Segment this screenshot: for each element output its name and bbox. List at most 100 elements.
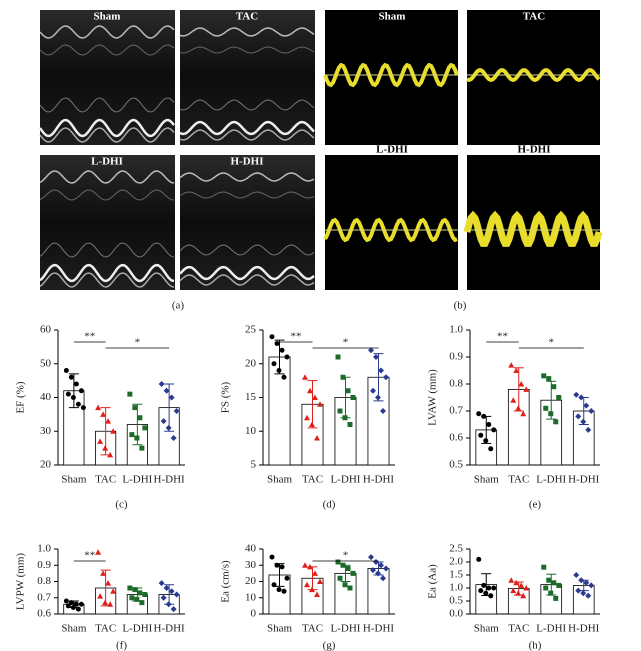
panel-label: Sham bbox=[379, 11, 406, 23]
data-point bbox=[139, 600, 145, 606]
data-point bbox=[73, 601, 79, 607]
data-point bbox=[168, 394, 175, 401]
echo-band bbox=[39, 272, 175, 288]
y-tick-label: 10 bbox=[245, 591, 257, 603]
data-point bbox=[508, 362, 515, 368]
x-tick-label: L-DHI bbox=[331, 623, 361, 635]
data-point bbox=[523, 585, 530, 591]
echo-band bbox=[39, 97, 175, 113]
data-point bbox=[142, 592, 148, 597]
data-point bbox=[105, 580, 112, 586]
x-tick-label: L-DHI bbox=[122, 474, 152, 486]
echo-band bbox=[39, 263, 175, 283]
y-tick-label: 0.6 bbox=[37, 608, 51, 620]
data-point bbox=[127, 585, 133, 591]
y-tick-label: 0.5 bbox=[449, 595, 463, 607]
y-tick-label: 0.7 bbox=[37, 591, 51, 603]
data-point bbox=[160, 418, 167, 425]
data-point bbox=[373, 354, 379, 360]
y-tick-label: 20 bbox=[245, 357, 257, 369]
data-point bbox=[476, 556, 482, 562]
data-point bbox=[486, 585, 492, 591]
data-point bbox=[373, 559, 379, 565]
significance-mark: * bbox=[343, 550, 349, 562]
data-point bbox=[546, 577, 552, 583]
data-point bbox=[383, 374, 389, 381]
data-point bbox=[378, 367, 384, 374]
y-tick-label: 50 bbox=[40, 357, 52, 369]
data-point bbox=[160, 594, 167, 601]
echo-band bbox=[39, 189, 175, 201]
panel-label: L-DHI bbox=[376, 144, 408, 156]
echo-band bbox=[39, 127, 175, 143]
data-point bbox=[274, 341, 280, 346]
x-tick-label: Sham bbox=[474, 623, 500, 635]
data-point bbox=[478, 588, 484, 594]
data-point bbox=[378, 562, 384, 569]
panel-caption: (a) bbox=[172, 300, 185, 312]
x-tick-label: TAC bbox=[508, 623, 529, 635]
y-tick-label: 2.5 bbox=[449, 543, 463, 555]
data-point bbox=[78, 388, 84, 394]
data-point bbox=[100, 570, 107, 576]
data-point bbox=[97, 438, 104, 444]
data-point bbox=[588, 582, 595, 589]
x-tick-label: H-DHI bbox=[363, 623, 394, 635]
y-tick-label: 1.0 bbox=[449, 324, 463, 336]
data-point bbox=[543, 405, 549, 411]
data-point bbox=[488, 593, 494, 599]
data-point bbox=[368, 554, 374, 561]
y-tick-label: 0.5 bbox=[449, 459, 463, 471]
data-point bbox=[63, 598, 69, 604]
echo-band bbox=[179, 265, 315, 281]
data-point bbox=[132, 405, 138, 411]
echo-band bbox=[39, 242, 175, 258]
data-point bbox=[75, 401, 81, 407]
echo-band bbox=[179, 99, 315, 111]
data-point bbox=[335, 354, 341, 360]
data-point bbox=[553, 595, 559, 601]
y-tick-label: 0.8 bbox=[37, 575, 51, 587]
echo-band bbox=[39, 170, 175, 184]
data-point bbox=[284, 354, 290, 360]
data-point bbox=[575, 413, 582, 420]
data-point bbox=[78, 601, 84, 607]
data-point bbox=[95, 404, 102, 411]
y-axis-label: Ea (cm/s) bbox=[220, 560, 232, 603]
data-point bbox=[73, 381, 79, 387]
x-tick-label: H-DHI bbox=[363, 474, 394, 486]
chart-caption: (h) bbox=[529, 640, 542, 651]
y-tick-label: 0.8 bbox=[449, 378, 463, 390]
panel-label: TAC bbox=[236, 11, 258, 23]
x-tick-label: L-DHI bbox=[122, 623, 152, 635]
data-point bbox=[518, 381, 525, 387]
data-point bbox=[269, 554, 275, 560]
x-tick-label: Sham bbox=[61, 474, 87, 486]
x-tick-label: TAC bbox=[95, 623, 116, 635]
data-point bbox=[107, 601, 114, 607]
chart-caption: (g) bbox=[323, 640, 336, 651]
significance-mark: ** bbox=[84, 331, 95, 343]
echo-band bbox=[39, 25, 175, 39]
data-point bbox=[68, 374, 74, 380]
y-axis-label: EF (%) bbox=[15, 381, 27, 413]
data-point bbox=[513, 579, 520, 586]
y-axis-label: LVAW (mm) bbox=[427, 369, 439, 426]
data-point bbox=[110, 588, 117, 594]
echo-band bbox=[179, 27, 315, 37]
data-point bbox=[173, 408, 180, 414]
y-tick-label: 0.6 bbox=[449, 432, 463, 444]
data-point bbox=[158, 381, 165, 387]
x-tick-label: L-DHI bbox=[536, 474, 566, 486]
data-point bbox=[551, 580, 557, 586]
data-point bbox=[510, 587, 517, 594]
x-tick-label: H-DHI bbox=[154, 474, 185, 486]
data-point bbox=[345, 388, 351, 394]
data-point bbox=[281, 374, 287, 380]
data-point bbox=[302, 562, 308, 568]
doppler-image bbox=[325, 155, 458, 290]
data-point bbox=[350, 395, 356, 400]
significance-mark: ** bbox=[497, 331, 508, 343]
x-tick-label: H-DHI bbox=[154, 623, 185, 635]
data-point bbox=[139, 445, 145, 451]
